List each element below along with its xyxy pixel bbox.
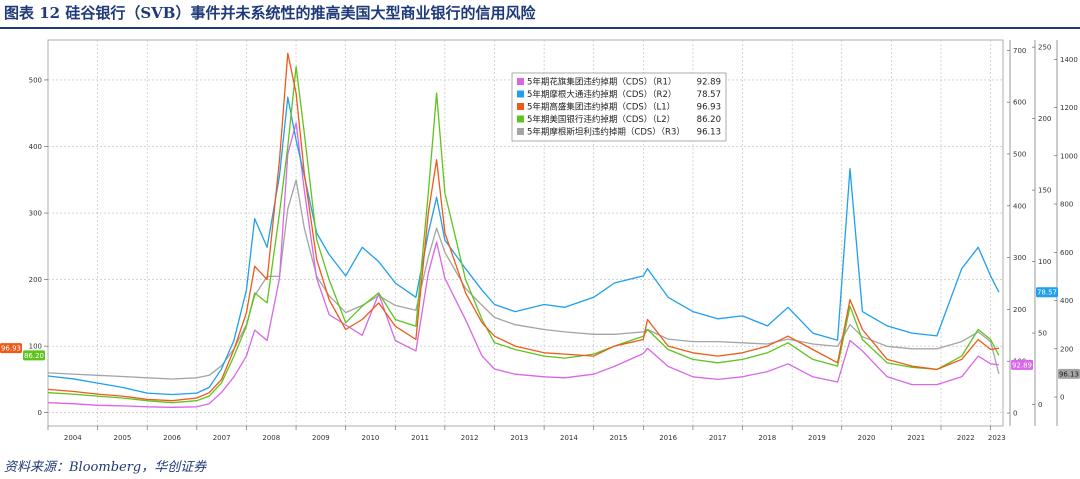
right-tick-label: 200 xyxy=(1013,306,1026,314)
series-lines xyxy=(47,52,1000,408)
right-tick-label: 0 xyxy=(1038,401,1042,409)
legend-swatch xyxy=(517,78,524,85)
left-tick-label: 0 xyxy=(38,409,42,417)
chart-title: 图表 12 硅谷银行（SVB）事件并未系统性的推高美国大型商业银行的信用风险 xyxy=(4,4,536,22)
left-axis: 0 100 200 300 400 500 xyxy=(29,76,48,417)
left-tick-label: 100 xyxy=(29,343,42,351)
series-line xyxy=(47,179,1000,380)
x-axis: 2004 2005 2006 2007 2008 2009 2010 2011 2012 2013… xyxy=(47,426,1006,442)
x-tick-label: 2014 xyxy=(560,434,578,442)
last-value-tag-R2-box xyxy=(1036,287,1058,298)
x-tick-label: 2021 xyxy=(907,434,925,442)
x-tick-label: 2018 xyxy=(758,434,776,442)
last-value-tag-L2: 86.20 xyxy=(24,352,44,360)
last-value-tag-R3: 96.13 xyxy=(1059,370,1079,378)
right-tick-label: 400 xyxy=(1060,297,1073,305)
right-tick-label: 250 xyxy=(1038,44,1051,52)
right-tick-label: 1400 xyxy=(1060,56,1078,64)
x-tick-label: 2023 xyxy=(988,434,1006,442)
x-tick-label: 2009 xyxy=(312,434,330,442)
x-tick-label: 2004 xyxy=(64,434,82,442)
x-tick-label: 2022 xyxy=(957,434,975,442)
x-tick-label: 2019 xyxy=(808,434,826,442)
x-tick-label: 2020 xyxy=(858,434,876,442)
last-value-tag-L1: 96.93 xyxy=(1,345,21,353)
last-value-tag-L2-box xyxy=(23,350,45,361)
legend-swatch xyxy=(517,103,524,110)
legend-value: 96.13 xyxy=(697,128,721,138)
source-note: 资料来源：Bloomberg，华创证券 xyxy=(4,460,207,475)
x-tick-label: 2017 xyxy=(709,434,727,442)
legend-label: 5年期花旗集团违约掉期（CDS）（R1） xyxy=(527,77,676,88)
right-tick-label: 600 xyxy=(1013,99,1026,107)
last-value-tag-R1-box xyxy=(1011,359,1033,370)
legend-value: 92.89 xyxy=(697,78,721,88)
left-tick-label: 400 xyxy=(29,143,42,151)
right-tick-label: 600 xyxy=(1060,249,1073,257)
title-rule xyxy=(0,27,1080,29)
left-tick-label: 200 xyxy=(29,276,42,284)
x-tick-label: 2006 xyxy=(163,434,181,442)
right-tick-label: 500 xyxy=(1013,150,1026,158)
right-tick-label: 100 xyxy=(1038,258,1051,266)
last-value-tag-L1-box xyxy=(0,343,22,354)
x-tick-label: 2015 xyxy=(610,434,628,442)
legend-swatch xyxy=(517,115,524,123)
legend: 5年期花旗集团违约掉期（CDS）（R1） 92.89 5年期摩根大通违约掉期（CDS… xyxy=(511,72,727,142)
right-tick-label: 200 xyxy=(1060,345,1073,353)
x-tick-label: 2007 xyxy=(213,434,231,442)
legend-value: 86.20 xyxy=(697,115,721,125)
x-tick-label: 2011 xyxy=(411,434,429,442)
legend-swatch xyxy=(517,90,524,98)
right-tick-label: 800 xyxy=(1060,201,1073,209)
x-tick-label: 2005 xyxy=(114,434,132,442)
right-tick-label: 200 xyxy=(1038,115,1051,123)
right-tick-label: 0 xyxy=(1060,394,1064,402)
legend-box xyxy=(511,72,727,142)
last-value-tag-R2: 78.57 xyxy=(1037,289,1057,297)
last-value-tag-R3-box xyxy=(1058,368,1080,379)
series-line xyxy=(47,52,1000,402)
legend-value: 78.57 xyxy=(697,90,721,100)
right-tick-label: 1000 xyxy=(1060,152,1078,160)
x-tick-label: 2008 xyxy=(262,434,280,442)
right-tick-label: 700 xyxy=(1013,47,1026,55)
last-value-tag-R1: 92.89 xyxy=(1012,361,1032,369)
x-tick-label: 2012 xyxy=(461,434,479,442)
legend-label: 5年期摩根斯坦利违约掉期（CDS）（R3） xyxy=(527,127,685,138)
x-tick-label: 2016 xyxy=(659,434,677,442)
legend-swatch xyxy=(517,128,524,135)
right-tick-label: 300 xyxy=(1013,254,1026,262)
right-tick-label: 400 xyxy=(1013,202,1026,210)
x-tick-label: 2013 xyxy=(510,434,528,442)
series-line xyxy=(47,65,1000,404)
legend-label: 5年期摩根大通违约掉期（CDS）（R2） xyxy=(527,89,676,100)
left-tick-label: 300 xyxy=(29,210,42,218)
right-tick-label: 0 xyxy=(1013,410,1017,418)
legend-value: 96.93 xyxy=(697,103,721,113)
legend-label: 5年期美国银行违约掉期（CDS）（L2） xyxy=(527,114,675,125)
right-tick-label: 50 xyxy=(1038,330,1047,338)
legend-label: 5年期高盛集团违约掉期（CDS）（L1） xyxy=(527,102,675,113)
series-line xyxy=(47,96,1000,396)
left-tick-label: 500 xyxy=(29,76,42,84)
right-tick-label: 150 xyxy=(1038,187,1051,195)
right-tick-label: 1200 xyxy=(1060,104,1078,112)
series-line xyxy=(47,122,999,408)
x-tick-label: 2010 xyxy=(362,434,380,442)
